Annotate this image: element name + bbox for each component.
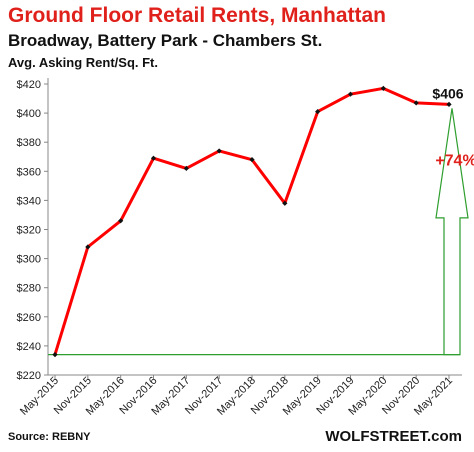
y-tick-labels: $220 $240 $260 $280 $300 $320 $340 $360 $380 $400… [17, 79, 41, 382]
y-tick-label: $300 [17, 254, 41, 266]
y-tick-label: $220 [17, 370, 41, 382]
chart-subtitle: Broadway, Battery Park - Chambers St. [8, 31, 323, 50]
chart-title: Ground Floor Retail Rents, Manhattan [8, 4, 387, 27]
data-point-marker [282, 200, 288, 206]
data-point-marker [52, 352, 58, 358]
data-point-marker [413, 100, 419, 106]
data-point-marker [118, 218, 124, 224]
y-tick-label: $400 [17, 108, 41, 120]
y-axis-label: Avg. Asking Rent/Sq. Ft. [8, 55, 158, 70]
y-tick-label: $280 [17, 283, 41, 295]
data-point-marker [347, 91, 354, 97]
growth-percent-label: +74% [435, 152, 474, 169]
axes [44, 78, 462, 379]
data-point-marker [183, 165, 189, 171]
source-note: Source: REBNY [8, 431, 91, 443]
last-value-label: $406 [432, 85, 463, 101]
y-tick-label: $340 [17, 195, 41, 207]
y-tick-label: $320 [17, 225, 41, 237]
data-point-marker [380, 85, 386, 91]
growth-arrow [435, 108, 469, 356]
y-tick-label: $420 [17, 79, 41, 91]
data-labels: $406 [432, 85, 463, 101]
data-point-marker [85, 244, 91, 250]
brand-logo-text: WOLFSTREET.com [325, 428, 462, 445]
data-point-marker [150, 155, 157, 161]
data-point-marker [446, 101, 452, 107]
x-tick-labels: May-2015Nov-2015May-2016Nov-2016May-2017… [18, 375, 455, 418]
series-line-rent [53, 86, 450, 356]
series-line-group [52, 85, 452, 358]
y-tick-label: $360 [17, 166, 41, 178]
y-tick-label: $380 [17, 137, 41, 149]
growth-annotation: +74% [48, 108, 474, 356]
data-point-marker [315, 109, 321, 115]
data-point-marker [216, 148, 222, 154]
data-point-marker [249, 157, 255, 163]
y-tick-label: $240 [17, 341, 41, 353]
y-tick-label: $260 [17, 312, 41, 324]
